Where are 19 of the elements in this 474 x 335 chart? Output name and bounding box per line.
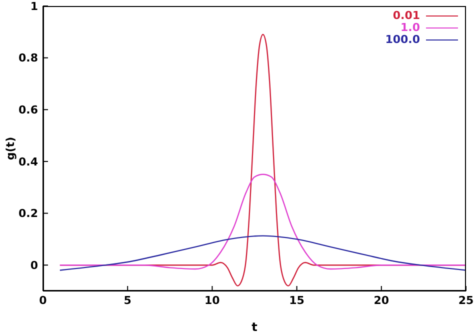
line-series	[59, 235, 466, 271]
x-tick-label: 20	[374, 294, 390, 307]
y-tick-label: 0.2	[18, 207, 38, 220]
y-axis-title: g(t)	[4, 136, 17, 160]
legend-label: 1.0	[400, 21, 420, 34]
legend-label: 0.01	[392, 9, 420, 22]
line-series	[59, 174, 466, 270]
x-axis-title: t	[252, 320, 258, 334]
x-tick-label: 15	[289, 294, 304, 307]
legend-label: 100.0	[385, 33, 420, 46]
y-tick-label: 0.8	[18, 52, 38, 65]
y-tick-label: 0.4	[18, 155, 38, 168]
x-tick-label: 5	[124, 294, 132, 307]
x-tick-label: 10	[204, 294, 220, 307]
x-tick-label: 25	[458, 294, 474, 307]
y-tick-label: 0	[30, 258, 38, 272]
y-tick-label: 0.6	[18, 104, 38, 117]
y-tick-label: 1	[30, 0, 38, 13]
x-tick-label: 0	[39, 294, 48, 307]
